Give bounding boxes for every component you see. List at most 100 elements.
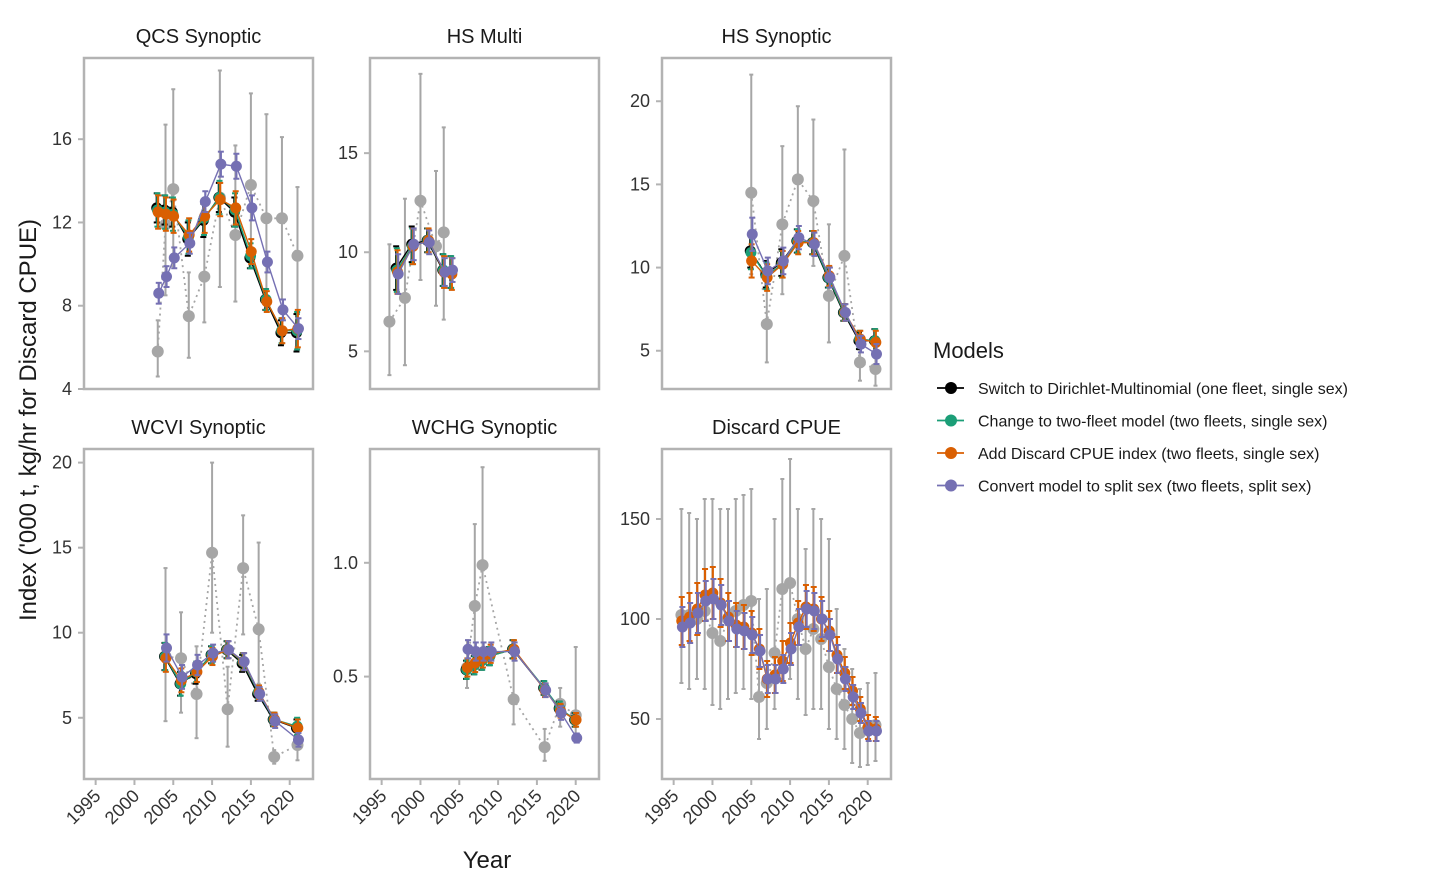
fit-point-m3 bbox=[292, 722, 304, 734]
fit-point-m3 bbox=[276, 325, 288, 337]
fit-point-m4 bbox=[161, 642, 173, 654]
legend-item-m2: Change to two-fleet model (two fleets, s… bbox=[937, 414, 1328, 431]
y-tick-label: 10 bbox=[338, 242, 358, 262]
observed-point bbox=[714, 635, 727, 647]
y-axis-title: Index ('000 t, kg/hr for Discard CPUE) bbox=[15, 219, 42, 621]
fit-point-m4 bbox=[785, 643, 797, 655]
y-tick-label: 20 bbox=[630, 91, 650, 111]
observed-point bbox=[437, 226, 450, 239]
fit-point-m4 bbox=[839, 673, 851, 685]
x-tick-label: 2010 bbox=[178, 786, 220, 828]
observed-point bbox=[260, 212, 273, 225]
facet-panel: WCHG Synoptic 0.5 1.0 199520002005201020152… bbox=[333, 417, 601, 828]
x-tick-label: 2015 bbox=[503, 786, 545, 828]
fit-point-m4 bbox=[839, 306, 851, 318]
y-tick-label: 20 bbox=[52, 453, 72, 473]
observed-point bbox=[190, 687, 203, 700]
observed-point bbox=[275, 212, 288, 225]
fit-point-m3 bbox=[168, 210, 180, 222]
observed-point bbox=[853, 356, 866, 369]
observed-point bbox=[414, 194, 427, 207]
facet-panel: HS Multi 5 10 15 bbox=[338, 26, 601, 391]
fit-point-m4 bbox=[707, 593, 719, 605]
fit-point-m4 bbox=[230, 160, 242, 172]
fit-point-m3 bbox=[245, 246, 257, 258]
fit-point-m4 bbox=[392, 268, 404, 280]
fit-point-m4 bbox=[277, 304, 289, 316]
y-tick-label: 5 bbox=[62, 708, 72, 728]
fit-point-m4 bbox=[832, 653, 844, 665]
fit-point-m4 bbox=[855, 338, 867, 350]
fit-point-m4 bbox=[478, 646, 490, 658]
fit-point-m3 bbox=[570, 714, 582, 726]
y-tick-label: 16 bbox=[52, 129, 72, 149]
observed-point bbox=[244, 178, 257, 191]
observed-point bbox=[745, 186, 758, 199]
panel-border bbox=[660, 56, 893, 391]
facet-title: WCVI Synoptic bbox=[131, 417, 265, 439]
observed-point bbox=[838, 249, 851, 262]
fit-point-m4 bbox=[246, 202, 258, 214]
legend-label: Convert model to split sex (two fleets, … bbox=[978, 479, 1311, 496]
legend-label: Add Discard CPUE index (two fleets, sing… bbox=[978, 446, 1319, 463]
legend-key-point bbox=[945, 479, 957, 492]
fit-point-m4 bbox=[770, 673, 782, 685]
data-layer bbox=[151, 69, 304, 378]
y-tick-label: 15 bbox=[630, 174, 650, 194]
facet-panel: HS Synoptic 5 10 15 20 bbox=[630, 26, 893, 391]
y-tick-label: 5 bbox=[640, 341, 650, 361]
fit-point-m4 bbox=[808, 238, 820, 250]
facet-title: Discard CPUE bbox=[712, 417, 841, 439]
observed-point bbox=[229, 228, 242, 241]
legend-item-m3: Add Discard CPUE index (two fleets, sing… bbox=[937, 446, 1319, 463]
fit-point-m3 bbox=[261, 296, 273, 308]
fit-point-m4 bbox=[292, 323, 304, 335]
observed-point bbox=[252, 623, 265, 636]
fit-point-m4 bbox=[269, 715, 281, 727]
observed-point bbox=[822, 661, 835, 673]
legend-item-m4: Convert model to split sex (two fleets, … bbox=[937, 479, 1311, 496]
fit-point-m4 bbox=[292, 734, 304, 746]
observed-point bbox=[838, 699, 851, 711]
fit-point-m4 bbox=[847, 691, 859, 703]
y-tick-label: 10 bbox=[52, 623, 72, 643]
fit-point-m4 bbox=[692, 607, 704, 619]
fit-point-m4 bbox=[509, 646, 521, 658]
x-tick-label: 2010 bbox=[464, 786, 506, 828]
observed-point bbox=[706, 627, 719, 639]
fit-point-m4 bbox=[777, 663, 789, 675]
y-tick-label: 150 bbox=[620, 509, 650, 529]
y-tick-label: 0.5 bbox=[333, 667, 358, 687]
fit-point-m4 bbox=[754, 645, 766, 657]
fit-point-m4 bbox=[238, 656, 250, 668]
fit-point-m4 bbox=[192, 659, 204, 671]
legend-label: Change to two-fleet model (two fleets, s… bbox=[978, 414, 1328, 431]
data-layer bbox=[675, 458, 882, 768]
y-tick-label: 15 bbox=[52, 538, 72, 558]
legend-key-point bbox=[945, 414, 957, 427]
x-tick-label: 2000 bbox=[101, 786, 143, 828]
panel-border bbox=[82, 56, 315, 391]
observed-point bbox=[182, 310, 195, 323]
y-tick-label: 50 bbox=[630, 709, 650, 729]
x-tick-label: 1995 bbox=[348, 786, 390, 828]
observed-point bbox=[807, 195, 820, 208]
fit-point-m4 bbox=[855, 707, 867, 719]
y-tick-label: 8 bbox=[62, 296, 72, 316]
fit-point-m4 bbox=[808, 605, 820, 617]
fit-point-m4 bbox=[762, 265, 774, 277]
y-tick-label: 4 bbox=[62, 379, 72, 399]
observed-point bbox=[167, 183, 180, 196]
facet-panel: Discard CPUE 50 100 150 19952000200520102015… bbox=[620, 417, 893, 828]
fit-point-m4 bbox=[254, 688, 266, 700]
observed-point bbox=[398, 291, 411, 304]
legend-title: Models bbox=[933, 338, 1004, 363]
observed-point bbox=[206, 546, 219, 559]
facet-title: WCHG Synoptic bbox=[412, 417, 558, 439]
y-tick-label: 5 bbox=[348, 341, 358, 361]
fit-point-m4 bbox=[555, 707, 567, 719]
panel-border bbox=[368, 56, 601, 391]
observed-point bbox=[151, 345, 164, 358]
fit-point-m4 bbox=[215, 158, 227, 170]
